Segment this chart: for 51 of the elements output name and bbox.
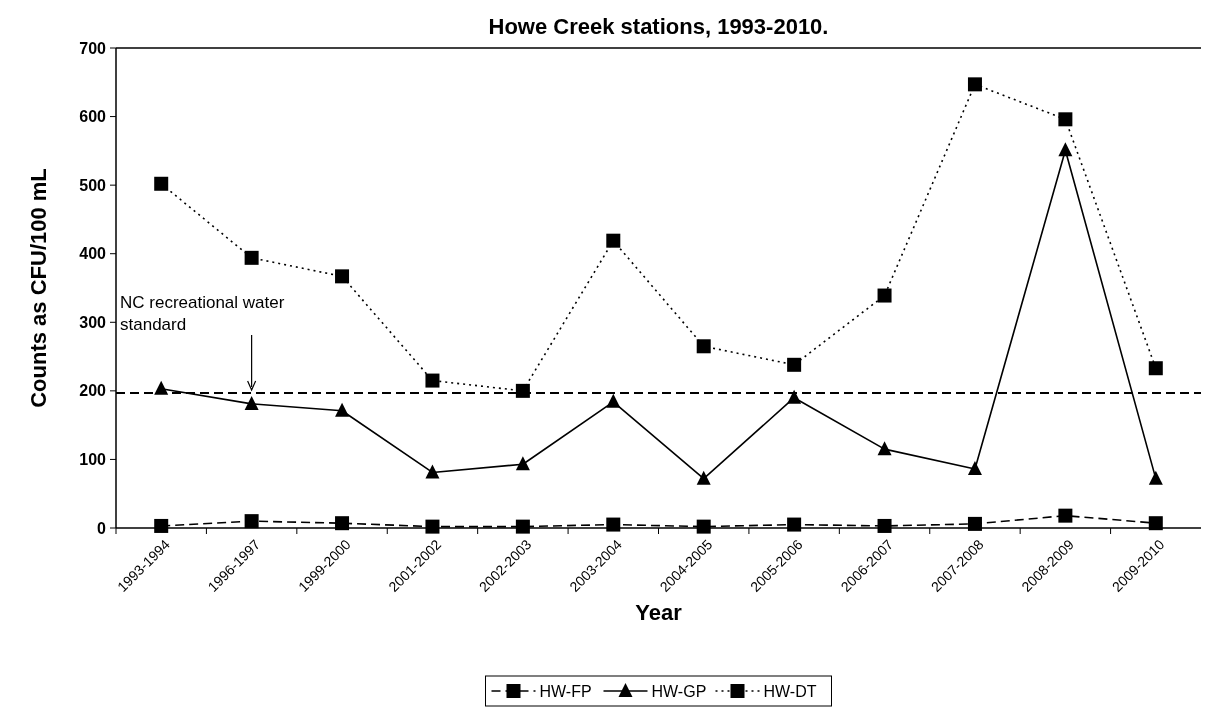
point xyxy=(425,373,440,388)
point xyxy=(696,519,711,534)
point xyxy=(606,517,621,532)
y-tick-label: 600 xyxy=(79,108,107,126)
legend-label: HW-FP xyxy=(539,682,592,700)
point xyxy=(1148,470,1163,485)
y-tick-label: 100 xyxy=(79,451,107,469)
y-axis-title: Counts as CFU/100 mL xyxy=(26,168,51,408)
point xyxy=(696,470,711,485)
point xyxy=(425,464,440,479)
point xyxy=(967,77,982,92)
point xyxy=(154,380,169,395)
y-tick-label: 0 xyxy=(97,519,107,537)
point xyxy=(787,517,802,532)
point xyxy=(515,519,530,534)
point xyxy=(877,288,892,303)
point xyxy=(877,441,892,456)
point xyxy=(244,250,259,265)
point xyxy=(967,516,982,531)
point xyxy=(1058,112,1073,127)
point xyxy=(1148,361,1163,376)
point xyxy=(335,516,350,531)
x-axis-title: Year xyxy=(635,600,683,625)
point xyxy=(244,514,259,529)
point xyxy=(425,519,440,534)
point xyxy=(154,518,169,533)
annotation: NC recreational water standard xyxy=(120,292,285,335)
point xyxy=(335,402,350,417)
chart-title: Howe Creek stations, 1993-2010. xyxy=(488,14,829,39)
point xyxy=(696,339,711,354)
point xyxy=(515,383,530,398)
point xyxy=(515,456,530,471)
y-tick-label: 500 xyxy=(79,176,107,194)
y-tick-label: 300 xyxy=(79,313,107,331)
point xyxy=(1058,508,1073,523)
point xyxy=(1058,142,1073,157)
point xyxy=(787,357,802,372)
point xyxy=(606,393,621,408)
point xyxy=(335,269,350,284)
point xyxy=(154,176,169,191)
legend-label: HW-GP xyxy=(651,682,707,700)
point xyxy=(244,395,259,410)
y-tick-label: 200 xyxy=(79,382,107,400)
point xyxy=(606,233,621,248)
y-tick-label: 700 xyxy=(79,39,107,57)
point xyxy=(967,461,982,476)
point xyxy=(787,389,802,404)
point xyxy=(877,518,892,533)
point xyxy=(1148,516,1163,531)
legend-label: HW-DT xyxy=(763,682,817,700)
y-tick-label: 400 xyxy=(79,245,107,263)
